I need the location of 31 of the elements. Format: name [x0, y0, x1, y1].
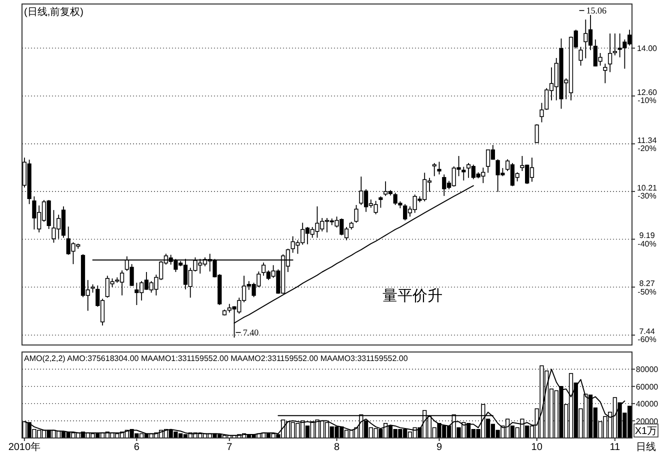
y2-tick-label: -10%	[638, 96, 656, 106]
x-tick-label: 11	[610, 442, 621, 453]
y2-tick-label: -20%	[638, 144, 656, 153]
y-tick-label: 7.44	[639, 327, 656, 336]
x-tick-label: 2010年	[8, 441, 41, 453]
y-tick-label: 40000	[636, 400, 659, 409]
x-tick-label: 10	[531, 442, 543, 453]
y-tick-label: 11.34	[637, 136, 658, 145]
annotation: 7.40	[242, 327, 260, 338]
y-tick-label: 12.60	[636, 88, 658, 97]
x-tick-label: 6	[134, 442, 140, 453]
text: 日线	[636, 441, 656, 453]
y-tick-label: 20000	[636, 416, 659, 426]
y-tick-label: 60000	[636, 382, 659, 392]
chart-title: (日线,前复权)	[24, 6, 84, 18]
y-tick-label: 10.21	[636, 183, 658, 192]
y-tick-label: 80000	[636, 365, 659, 374]
x-tick-label: 9	[436, 442, 442, 453]
annotation: 15.06	[586, 6, 607, 16]
y-tick-label: 14.00	[636, 44, 658, 54]
x-tick-label: 7	[226, 442, 233, 453]
y-tick-label: 8.27	[639, 279, 656, 288]
y2-tick-label: -40%	[638, 239, 656, 248]
chart-title: AMO(2,2,2) AMO:375618304.00 MAAMO1:331159552.00 MAAMO2:331159552.00 MAAMO3:331159552.00	[24, 354, 408, 363]
y2-tick-label: -60%	[638, 335, 656, 344]
x-tick-label: 8	[334, 442, 340, 453]
y-axis-title: X1万	[634, 426, 658, 437]
annotation: 量平价升	[382, 288, 442, 305]
y2-tick-label: -30%	[638, 192, 656, 201]
y-tick-label: 9.19	[639, 231, 656, 240]
y2-tick-label: -50%	[638, 287, 656, 296]
